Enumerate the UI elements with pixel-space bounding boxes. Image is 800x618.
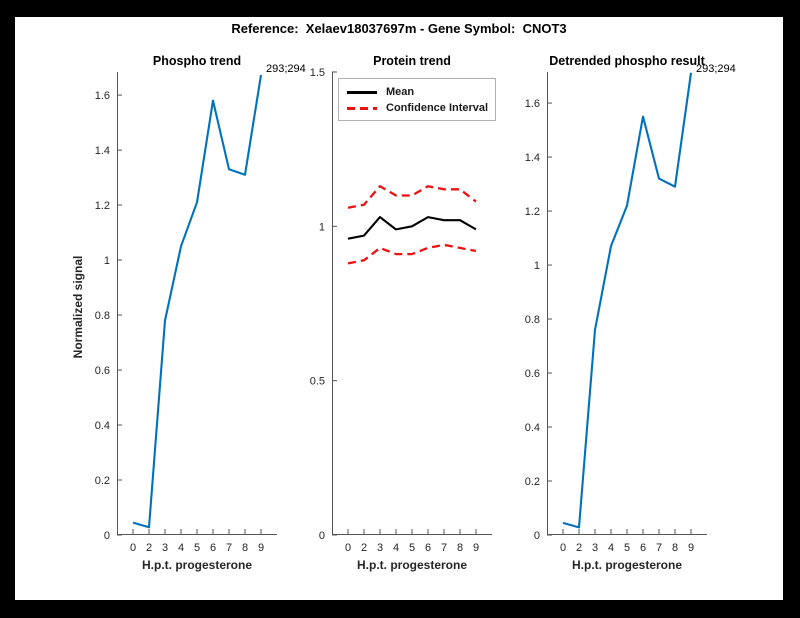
legend-entry-mean: Mean: [347, 84, 487, 100]
y-tick-label: 1.4: [525, 152, 540, 164]
legend-label-confidence: Confidence Interval: [386, 102, 489, 114]
subplot-protein-trend: Protein trend 0 0.5 1 1.5 0 2 3 4 5 6 7 8 9 H.p.t. p…: [292, 17, 508, 600]
x-tick-label: 9: [473, 542, 479, 554]
y-tick-label: 0.2: [95, 475, 110, 487]
x-axis-label: H.p.t. progesterone: [141, 558, 253, 572]
x-tick-label: 6: [210, 542, 216, 554]
series-line-confidence-interval-lower: [347, 243, 477, 265]
x-tick-label: 2: [361, 542, 367, 554]
y-tick-label: 0.8: [525, 314, 540, 326]
y-tick-label: 1.6: [525, 98, 540, 110]
x-tick-label: 4: [393, 542, 399, 554]
legend: Mean Confidence Interval: [338, 78, 496, 121]
y-tick-label: 0.8: [95, 310, 110, 322]
x-tick-label: 3: [377, 542, 383, 554]
x-tick-label: 0: [345, 542, 351, 554]
x-tick-label: 6: [640, 542, 646, 554]
y-tick-label: 1: [104, 255, 110, 267]
y-tick-label: 0.6: [525, 368, 540, 380]
y-tick-label: 1.4: [95, 145, 110, 157]
y-tick-label: 1: [534, 260, 540, 272]
figure-canvas: Reference: Xelaev18037697m - Gene Symbol…: [15, 17, 783, 600]
x-tick-label: 7: [656, 542, 662, 554]
x-tick-label: 4: [608, 542, 614, 554]
x-tick-label: 2: [146, 542, 152, 554]
plot-area-phospho: 00.20.40.60.811.21.41.60 2 3 4 5 6 7 8 9: [95, 72, 277, 554]
legend-entry-confidence-interval: Confidence Interval: [347, 100, 489, 116]
x-tick-label: 7: [226, 542, 232, 554]
series-line-phospho-signal: [132, 74, 263, 529]
series-line-detrended-phospho-signal: [562, 72, 693, 529]
legend-label-mean: Mean: [386, 86, 415, 98]
y-tick-label: 0.6: [95, 365, 110, 377]
y-tick-label: 0: [104, 530, 110, 542]
x-tick-label: 6: [425, 542, 431, 554]
figure-title: Reference: Xelaev18037697m - Gene Symbol…: [231, 21, 567, 36]
mean-line-sample: [347, 90, 377, 94]
x-tick-label: 8: [672, 542, 678, 554]
x-tick-label: 9: [258, 542, 264, 554]
x-tick-label: 3: [592, 542, 598, 554]
y-tick-label: 1.2: [525, 206, 540, 218]
endpoint-annotation: 293;294: [696, 63, 736, 75]
x-tick-label: 8: [242, 542, 248, 554]
x-tick-label: 0: [130, 542, 136, 554]
subplot-detrended-phospho: Detrended phospho result 0 0.2 0.4 0.6 0.8 1 1…: [507, 17, 736, 600]
x-tick-label: 5: [194, 542, 200, 554]
x-tick-label: 3: [162, 542, 168, 554]
y-tick-label: 0: [319, 530, 325, 542]
subplot-title: Protein trend: [373, 54, 451, 68]
y-tick-label: 0.2: [525, 476, 540, 488]
y-tick-label: 0.5: [310, 376, 325, 388]
y-tick-label: 1: [319, 221, 325, 233]
subplot-phospho-trend: Phospho trend Normalized signal 0 0.2 0.4 0…: [71, 17, 306, 600]
y-tick-label: 0.4: [525, 422, 540, 434]
y-tick-label: 0.4: [95, 420, 110, 432]
x-tick-label: 4: [178, 542, 184, 554]
plot-area-detrended: 00.20.40.60.811.21.41.60 2 3 4 5 6 7 8 9: [525, 72, 707, 554]
confidence-line-sample: [347, 106, 377, 110]
x-tick-label: 2: [576, 542, 582, 554]
x-tick-label: 0: [560, 542, 566, 554]
x-tick-label: 5: [624, 542, 630, 554]
x-tick-label: 5: [409, 542, 415, 554]
plot-area-protein: 00.511.50 2 3 4 5 6 7 8 9: [310, 67, 492, 554]
x-tick-label: 7: [441, 542, 447, 554]
x-tick-label: 8: [457, 542, 463, 554]
x-tick-label: 9: [688, 542, 694, 554]
subplot-title: Phospho trend: [152, 54, 242, 68]
y-tick-label: 1.5: [310, 67, 325, 79]
y-tick-label: 1.6: [95, 90, 110, 102]
endpoint-annotation: 293;294: [266, 63, 306, 75]
series-line-confidence-interval: [347, 185, 477, 209]
subplot-title: Detrended phospho result: [549, 54, 705, 68]
y-tick-label: 0: [534, 530, 540, 542]
series-line-mean: [347, 216, 477, 240]
y-tick-label: 1.2: [95, 200, 110, 212]
x-axis-label: H.p.t. progesterone: [571, 558, 683, 572]
x-axis-label: H.p.t. progesterone: [356, 558, 468, 572]
